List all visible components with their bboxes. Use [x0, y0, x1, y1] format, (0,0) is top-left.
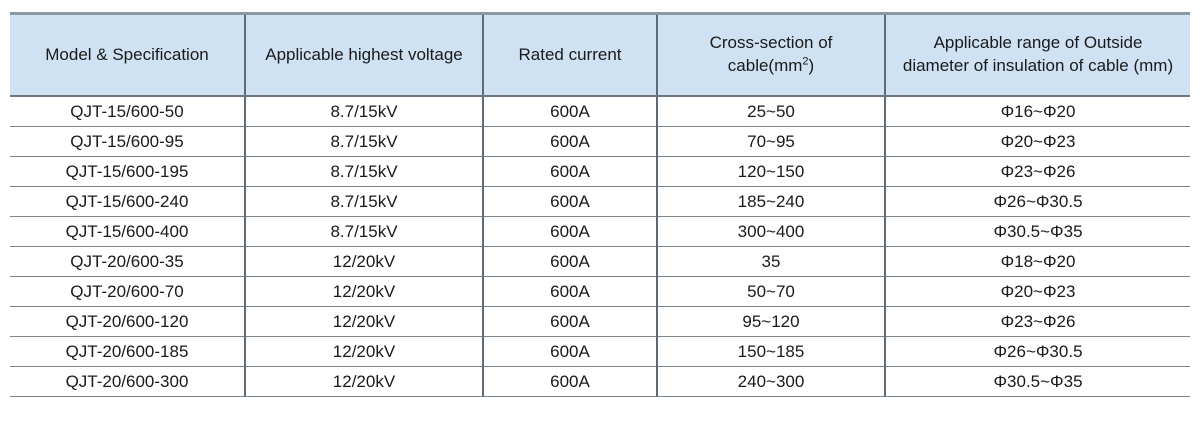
cell-voltage: 12/20kV	[245, 276, 484, 307]
cell-model: QJT-20/600-120	[10, 306, 246, 337]
column-header-diameter-range-line2: diameter of insulation of cable (mm)	[902, 56, 1174, 75]
cell-voltage: 12/20kV	[245, 246, 484, 277]
cell-cross-section: 120~150	[657, 156, 886, 187]
cell-voltage: 12/20kV	[245, 306, 484, 337]
cell-diameter-range: Φ30.5~Φ35	[885, 366, 1190, 397]
column-header-diameter-range: Applicable range of Outside diameter of …	[885, 13, 1190, 97]
cell-cross-section: 95~120	[657, 306, 886, 337]
cell-voltage: 12/20kV	[245, 366, 484, 397]
cell-model: QJT-15/600-195	[10, 156, 246, 187]
cell-model: QJT-20/600-35	[10, 246, 246, 277]
cell-cross-section: 185~240	[657, 186, 886, 217]
table-row: QJT-20/600-70 12/20kV 600A 50~70 Φ20~Φ23	[10, 276, 1190, 307]
cell-diameter-range: Φ23~Φ26	[885, 306, 1190, 337]
table-row: QJT-20/600-185 12/20kV 600A 150~185 Φ26~Φ30.…	[10, 336, 1190, 367]
cell-diameter-range: Φ26~Φ30.5	[885, 186, 1190, 217]
cell-diameter-range: Φ26~Φ30.5	[885, 336, 1190, 367]
cell-model: QJT-15/600-400	[10, 216, 246, 247]
cell-cross-section: 35	[657, 246, 886, 277]
cell-current: 600A	[483, 306, 658, 337]
cell-voltage: 12/20kV	[245, 336, 484, 367]
table-body: QJT-15/600-50 8.7/15kV 600A 25~50 Φ16~Φ20 QJT…	[10, 96, 1190, 397]
cell-cross-section: 70~95	[657, 126, 886, 157]
cell-diameter-range: Φ16~Φ20	[885, 96, 1190, 127]
cell-model: QJT-20/600-185	[10, 336, 246, 367]
cell-diameter-range: Φ20~Φ23	[885, 276, 1190, 307]
column-header-model: Model & Specification	[10, 13, 246, 97]
table-row: QJT-15/600-195 8.7/15kV 600A 120~150 Φ23~Φ26	[10, 156, 1190, 187]
column-header-cross-section-line2: cable(mm	[727, 56, 803, 75]
table-row: QJT-20/600-120 12/20kV 600A 95~120 Φ23~Φ26	[10, 306, 1190, 337]
cell-current: 600A	[483, 216, 658, 247]
column-header-cross-section-line1: Cross-section of	[709, 33, 833, 53]
table-row: QJT-15/600-50 8.7/15kV 600A 25~50 Φ16~Φ20	[10, 96, 1190, 127]
table-row: QJT-15/600-240 8.7/15kV 600A 185~240 Φ26~Φ30…	[10, 186, 1190, 217]
table-header: Model & Specification Applicable highest…	[10, 13, 1190, 97]
cell-current: 600A	[483, 246, 658, 277]
cell-diameter-range: Φ18~Φ20	[885, 246, 1190, 277]
column-header-diameter-range-line1: Applicable range of Outside	[933, 33, 1143, 53]
cell-cross-section: 300~400	[657, 216, 886, 247]
cell-voltage: 8.7/15kV	[245, 156, 484, 187]
cell-current: 600A	[483, 126, 658, 157]
table-row: QJT-20/600-300 12/20kV 600A 240~300 Φ30.5~Φ3…	[10, 366, 1190, 397]
cell-voltage: 8.7/15kV	[245, 96, 484, 127]
cell-current: 600A	[483, 336, 658, 367]
cell-voltage: 8.7/15kV	[245, 186, 484, 217]
cell-current: 600A	[483, 96, 658, 127]
column-header-cross-section-sup: 2	[802, 55, 809, 68]
cell-model: QJT-15/600-95	[10, 126, 246, 157]
cell-current: 600A	[483, 186, 658, 217]
column-header-voltage: Applicable highest voltage	[245, 13, 484, 97]
cell-model: QJT-20/600-70	[10, 276, 246, 307]
cell-current: 600A	[483, 156, 658, 187]
cell-model: QJT-20/600-300	[10, 366, 246, 397]
cell-cross-section: 240~300	[657, 366, 886, 397]
cell-model: QJT-15/600-240	[10, 186, 246, 217]
cell-cross-section: 150~185	[657, 336, 886, 367]
column-header-current: Rated current	[483, 13, 658, 97]
cable-joint-spec-table: Model & Specification Applicable highest…	[10, 12, 1190, 397]
column-header-cross-section-line2-end: )	[808, 56, 815, 75]
cell-voltage: 8.7/15kV	[245, 126, 484, 157]
cell-diameter-range: Φ20~Φ23	[885, 126, 1190, 157]
table-row: QJT-15/600-95 8.7/15kV 600A 70~95 Φ20~Φ23	[10, 126, 1190, 157]
cell-current: 600A	[483, 276, 658, 307]
cell-cross-section: 25~50	[657, 96, 886, 127]
cell-diameter-range: Φ23~Φ26	[885, 156, 1190, 187]
cell-model: QJT-15/600-50	[10, 96, 246, 127]
cell-diameter-range: Φ30.5~Φ35	[885, 216, 1190, 247]
cell-voltage: 8.7/15kV	[245, 216, 484, 247]
table-row: QJT-20/600-35 12/20kV 600A 35 Φ18~Φ20	[10, 246, 1190, 277]
column-header-cross-section: Cross-section of cable(mm2)	[657, 13, 886, 97]
table-row: QJT-15/600-400 8.7/15kV 600A 300~400 Φ30.5~Φ…	[10, 216, 1190, 247]
cell-cross-section: 50~70	[657, 276, 886, 307]
header-row: Model & Specification Applicable highest…	[10, 13, 1190, 97]
cell-current: 600A	[483, 366, 658, 397]
